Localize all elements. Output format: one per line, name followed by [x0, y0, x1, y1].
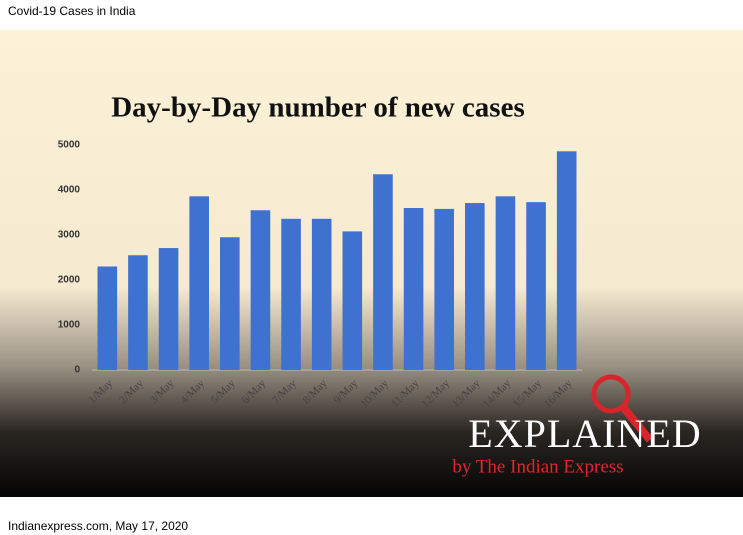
- bar: [403, 208, 424, 370]
- bar: [128, 255, 148, 370]
- y-tick-label: 3000: [58, 230, 81, 241]
- bar: [556, 151, 577, 370]
- bar: [311, 218, 332, 370]
- bar: [526, 202, 546, 370]
- y-tick-label: 1000: [58, 320, 81, 331]
- bar: [495, 196, 516, 370]
- chart-title: Day-by-Day number of new cases: [111, 92, 525, 124]
- y-tick-label: 2000: [58, 275, 81, 286]
- chart-image: [0, 30, 743, 497]
- footer: Indianexpress.com, May 17, 2020: [8, 519, 188, 533]
- magnifier-handle: [619, 404, 654, 443]
- page-title: Covid-19 Cases in India: [8, 4, 136, 18]
- y-tick-label: 0: [74, 365, 80, 376]
- bar: [434, 208, 454, 370]
- bar: [373, 174, 393, 370]
- bar: [189, 196, 209, 370]
- logo: EXPLAINED by The Indian Express: [452, 374, 701, 477]
- bar: [342, 231, 363, 370]
- bar: [281, 218, 301, 370]
- magnifier: [591, 374, 631, 414]
- y-tick-label: 5000: [58, 140, 81, 151]
- bar: [97, 266, 118, 370]
- logo-subtitle: by The Indian Express: [452, 456, 623, 477]
- bar: [465, 203, 485, 370]
- y-tick-label: 4000: [58, 185, 81, 196]
- bar: [220, 237, 240, 370]
- logo-title: EXPLAINED: [468, 411, 701, 456]
- bar: [250, 210, 271, 370]
- bar: [158, 248, 179, 370]
